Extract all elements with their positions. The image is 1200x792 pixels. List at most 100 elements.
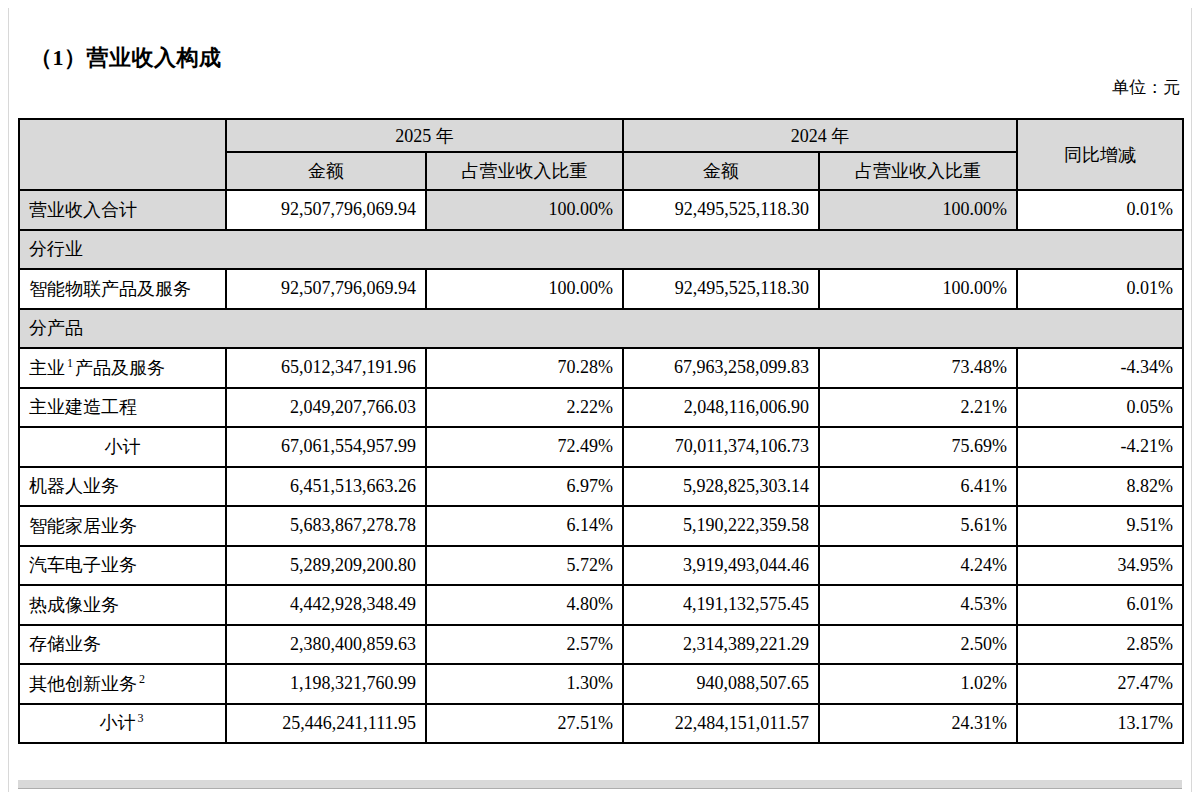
cell-amount-2025: 25,446,241,111.95 [226, 704, 426, 744]
header-ratio-2025: 占营业收入比重 [426, 152, 623, 190]
header-year-2024: 2024 年 [623, 119, 1017, 152]
cell-amount-2025: 2,380,400,859.63 [226, 625, 426, 665]
row-label-text: 产品及服务 [75, 358, 165, 378]
header-amount-2024: 金额 [623, 152, 819, 190]
row-label: 营业收入合计 [19, 190, 226, 230]
table-row: 热成像业务4,442,928,348.494.80%4,191,132,575.… [19, 585, 1183, 625]
cell-ratio-2025: 2.57% [426, 625, 623, 665]
next-row-cutoff-sliver [18, 780, 1182, 789]
cell-amount-2024: 5,928,825,303.14 [623, 467, 819, 507]
row-label-text: 汽车电子业务 [29, 555, 137, 575]
cell-yoy: 0.01% [1017, 190, 1183, 230]
row-label-text: 主业建造工程 [29, 397, 137, 417]
cell-ratio-2024: 24.31% [819, 704, 1017, 744]
cell-ratio-2024: 2.50% [819, 625, 1017, 665]
cell-ratio-2025: 100.00% [426, 190, 623, 230]
row-label: 存储业务 [19, 625, 226, 665]
cell-amount-2024: 3,919,493,044.46 [623, 546, 819, 586]
cell-ratio-2024: 2.21% [819, 388, 1017, 428]
table-row: 智能物联产品及服务 92,507,796,069.94100.00%92,495,… [19, 269, 1183, 309]
cell-amount-2024: 2,314,389,221.29 [623, 625, 819, 665]
row-label-text: 其他创新业务 [29, 674, 137, 694]
section-label: 分行业 [19, 230, 1183, 270]
cell-ratio-2025: 70.28% [426, 348, 623, 388]
cell-yoy: 9.51% [1017, 506, 1183, 546]
page-left-edge [8, 8, 9, 792]
header-yoy-change: 同比增减 [1017, 119, 1183, 190]
cell-ratio-2025: 6.97% [426, 467, 623, 507]
row-label: 主业建造工程 [19, 388, 226, 428]
table-row: 营业收入合计92,507,796,069.94100.00%92,495,525… [19, 190, 1183, 230]
footnote-superscript: 2 [139, 672, 145, 686]
row-label: 汽车电子业务 [19, 546, 226, 586]
table-row: 智能家居业务 5,683,867,278.786.14%5,190,222,359… [19, 506, 1183, 546]
cell-amount-2025: 6,451,513,663.26 [226, 467, 426, 507]
cell-yoy: -4.21% [1017, 427, 1183, 467]
row-label-text: 小计 [105, 437, 141, 457]
cell-ratio-2024: 4.53% [819, 585, 1017, 625]
cell-ratio-2025: 5.72% [426, 546, 623, 586]
cell-amount-2025: 92,507,796,069.94 [226, 190, 426, 230]
cell-yoy: 27.47% [1017, 664, 1183, 704]
cell-yoy: 0.05% [1017, 388, 1183, 428]
cell-amount-2025: 4,442,928,348.49 [226, 585, 426, 625]
cell-ratio-2025: 2.22% [426, 388, 623, 428]
row-label-text: 热成像业务 [29, 595, 119, 615]
footnote-superscript: 1 [67, 356, 73, 370]
cell-amount-2025: 2,049,207,766.03 [226, 388, 426, 428]
page-right-edge [1191, 8, 1192, 792]
row-label-text: 主业 [29, 358, 65, 378]
section-row: 分行业 [19, 230, 1183, 270]
section-label: 分产品 [19, 309, 1183, 349]
section-row: 分产品 [19, 309, 1183, 349]
cell-ratio-2025: 4.80% [426, 585, 623, 625]
row-label: 其他创新业务2 [19, 664, 226, 704]
cell-amount-2025: 1,198,321,760.99 [226, 664, 426, 704]
row-label: 智能家居业务 [19, 506, 226, 546]
table-row: 主业建造工程 2,049,207,766.032.22%2,048,116,006… [19, 388, 1183, 428]
cell-ratio-2024: 5.61% [819, 506, 1017, 546]
row-label: 小计 [19, 427, 226, 467]
cell-yoy: 2.85% [1017, 625, 1183, 665]
cell-ratio-2025: 100.00% [426, 269, 623, 309]
table-body: 营业收入合计92,507,796,069.94100.00%92,495,525… [19, 190, 1183, 743]
cell-yoy: -4.34% [1017, 348, 1183, 388]
row-label-text: 智能物联产品及服务 [29, 279, 191, 299]
table-row: 机器人业务 6,451,513,663.266.97%5,928,825,303.… [19, 467, 1183, 507]
cell-amount-2025: 92,507,796,069.94 [226, 269, 426, 309]
cell-amount-2024: 2,048,116,006.90 [623, 388, 819, 428]
cell-amount-2024: 67,963,258,099.83 [623, 348, 819, 388]
table-header: 2025 年 2024 年 同比增减 金额 占营业收入比重 金额 占营业收入比重 [19, 119, 1183, 190]
table-row: 其他创新业务21,198,321,760.991.30%940,088,507.… [19, 664, 1183, 704]
cell-amount-2024: 92,495,525,118.30 [623, 269, 819, 309]
row-label-text: 小计 [100, 713, 136, 733]
cell-ratio-2024: 4.24% [819, 546, 1017, 586]
row-label: 热成像业务 [19, 585, 226, 625]
cell-yoy: 6.01% [1017, 585, 1183, 625]
table-row: 存储业务 2,380,400,859.632.57%2,314,389,221.2… [19, 625, 1183, 665]
cell-ratio-2025: 1.30% [426, 664, 623, 704]
cell-ratio-2025: 27.51% [426, 704, 623, 744]
cell-amount-2025: 5,683,867,278.78 [226, 506, 426, 546]
cell-ratio-2025: 6.14% [426, 506, 623, 546]
corner-cell [19, 119, 226, 190]
row-label-text: 存储业务 [29, 634, 101, 654]
page-title: （1）营业收入构成 [30, 43, 222, 73]
row-label: 主业1产品及服务 [19, 348, 226, 388]
row-label: 小计3 [19, 704, 226, 744]
cell-amount-2024: 940,088,507.65 [623, 664, 819, 704]
header-amount-2025: 金额 [226, 152, 426, 190]
footnote-superscript: 3 [138, 711, 144, 725]
cell-yoy: 8.82% [1017, 467, 1183, 507]
unit-label: 单位：元 [1112, 76, 1180, 99]
cell-ratio-2024: 100.00% [819, 190, 1017, 230]
cell-yoy: 0.01% [1017, 269, 1183, 309]
header-ratio-2024: 占营业收入比重 [819, 152, 1017, 190]
row-label-text: 机器人业务 [29, 476, 119, 496]
cell-amount-2025: 5,289,209,200.80 [226, 546, 426, 586]
cell-amount-2024: 92,495,525,118.30 [623, 190, 819, 230]
row-label: 机器人业务 [19, 467, 226, 507]
row-label-text: 智能家居业务 [29, 516, 137, 536]
cell-amount-2024: 5,190,222,359.58 [623, 506, 819, 546]
cell-amount-2025: 67,061,554,957.99 [226, 427, 426, 467]
